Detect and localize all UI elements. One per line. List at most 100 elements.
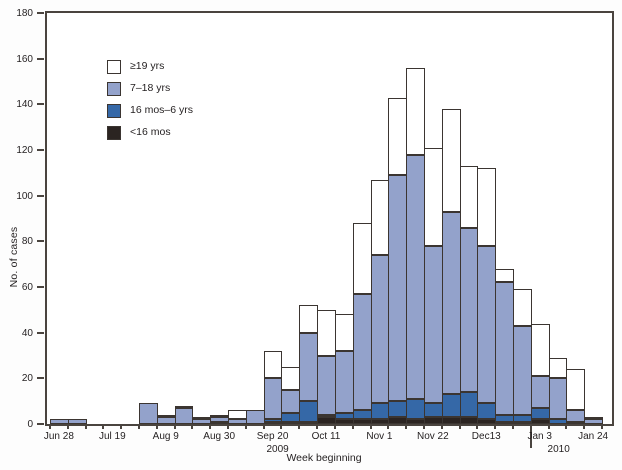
- x-axis-tick: [405, 424, 408, 429]
- bar-segment: [156, 417, 176, 424]
- x-axis-tick: [49, 424, 51, 429]
- bar-segment: [566, 369, 586, 411]
- x-axis-tick: [422, 424, 425, 429]
- x-axis-tick: [120, 424, 123, 429]
- x-axis-tick: [494, 424, 497, 429]
- y-axis-tick-label: 140: [16, 99, 33, 111]
- bar-segment: [495, 268, 514, 283]
- x-axis-tick: [547, 424, 550, 429]
- x-axis-tick: [155, 424, 158, 429]
- bar-segment: [210, 417, 230, 422]
- x-axis-tick: [565, 424, 568, 429]
- bar-segment: [441, 417, 461, 424]
- x-axis-tick: [102, 424, 105, 429]
- y-axis-tick: [37, 377, 44, 380]
- y-axis-tick: [37, 12, 44, 14]
- x-axis-tick-label: Jul 19: [98, 431, 126, 442]
- legend-item: 16 mos–6 yrs: [107, 103, 194, 118]
- bar-segment: [406, 67, 425, 155]
- bar-segment: [370, 403, 390, 420]
- bar-segment: [352, 293, 372, 411]
- bar-segment: [584, 417, 603, 420]
- bar-segment: [317, 417, 336, 424]
- legend-swatch-icon: [107, 103, 121, 118]
- bar-segment: [406, 398, 425, 420]
- bar-segment: [370, 255, 390, 404]
- x-axis-tick: [66, 424, 69, 429]
- bar-segment: [530, 408, 550, 420]
- x-axis-tick-label: Aug 30: [203, 431, 236, 442]
- bar-segment: [263, 419, 283, 422]
- y-axis-tick-label: 160: [16, 53, 33, 65]
- y-axis-tick-label: 100: [16, 190, 33, 202]
- x-axis-title: Week beginning: [286, 452, 362, 464]
- bar-segment: [334, 412, 354, 420]
- bar-segment: [548, 357, 568, 379]
- y-axis-tick-label: 0: [27, 419, 33, 430]
- bar-segment: [406, 154, 425, 399]
- legend-swatch-icon: [107, 81, 121, 96]
- bar-segment: [495, 282, 514, 415]
- x-axis-tick: [476, 424, 479, 429]
- bar-segment: [281, 412, 301, 422]
- x-axis-tick-label: Jan 3: [527, 431, 552, 442]
- legend-label: <16 mos: [130, 126, 171, 138]
- bar-segment: [174, 405, 194, 409]
- bar-segment: [566, 410, 586, 422]
- y-axis-tick: [37, 331, 44, 334]
- bar-segment: [423, 147, 443, 246]
- bar-segment: [512, 325, 532, 415]
- x-axis-tick: [333, 424, 336, 429]
- x-axis-tick-label: Sep 20: [256, 431, 289, 442]
- bar-segment: [334, 314, 354, 351]
- x-axis-tick: [387, 424, 390, 429]
- x-axis-tick: [369, 424, 372, 429]
- bar-segment: [530, 376, 550, 409]
- bar-segment: [299, 401, 319, 422]
- legend-item: 7–18 yrs: [107, 81, 193, 96]
- bar-segment: [423, 403, 443, 418]
- x-axis-tick: [173, 424, 176, 429]
- x-axis-tick: [84, 424, 87, 429]
- bar-segment: [174, 408, 194, 424]
- x-axis-tick-label: Dec13: [471, 431, 501, 442]
- x-axis-tick: [440, 424, 443, 429]
- x-axis-tick: [227, 424, 230, 429]
- bar-segment: [548, 378, 568, 420]
- bar-segment: [495, 414, 514, 422]
- bar-segment: [441, 211, 461, 395]
- y-axis-tick: [37, 240, 44, 243]
- x-axis-tick: [191, 424, 194, 429]
- y-axis-tick-label: 180: [16, 8, 33, 19]
- bar-segment: [299, 305, 319, 333]
- bar-segment: [263, 350, 283, 379]
- year-label: 2010: [547, 444, 570, 455]
- x-axis-tick: [209, 424, 212, 429]
- bar-segment: [459, 227, 479, 393]
- x-axis-tick: [138, 424, 141, 429]
- bar-segment: [512, 414, 532, 422]
- legend-label: 16 mos–6 yrs: [130, 104, 194, 116]
- x-axis-tick-label: Nov 1: [366, 431, 393, 442]
- y-axis-tick-label: 20: [21, 373, 33, 385]
- y-axis-tick-label: 60: [21, 282, 33, 293]
- y-axis-tick-label: 120: [16, 145, 33, 156]
- x-axis-tick: [583, 424, 586, 429]
- bar-segment: [210, 414, 230, 418]
- bar-segment: [352, 410, 372, 420]
- bar-segment: [352, 223, 372, 294]
- bar-segment: [530, 323, 550, 377]
- bar-segment: [156, 414, 176, 418]
- bar-segment: [584, 419, 603, 424]
- legend-item: ≥19 yrs: [107, 59, 193, 74]
- y-axis-tick-label: 80: [21, 236, 33, 248]
- x-axis-tick: [316, 424, 319, 429]
- x-axis-tick: [298, 424, 301, 429]
- bar-segment: [228, 410, 247, 420]
- y-axis-tick: [37, 103, 44, 106]
- x-axis-tick: [351, 424, 354, 429]
- x-axis-tick: [458, 424, 461, 429]
- bar-segment: [512, 289, 532, 326]
- x-axis-tick: [244, 424, 247, 429]
